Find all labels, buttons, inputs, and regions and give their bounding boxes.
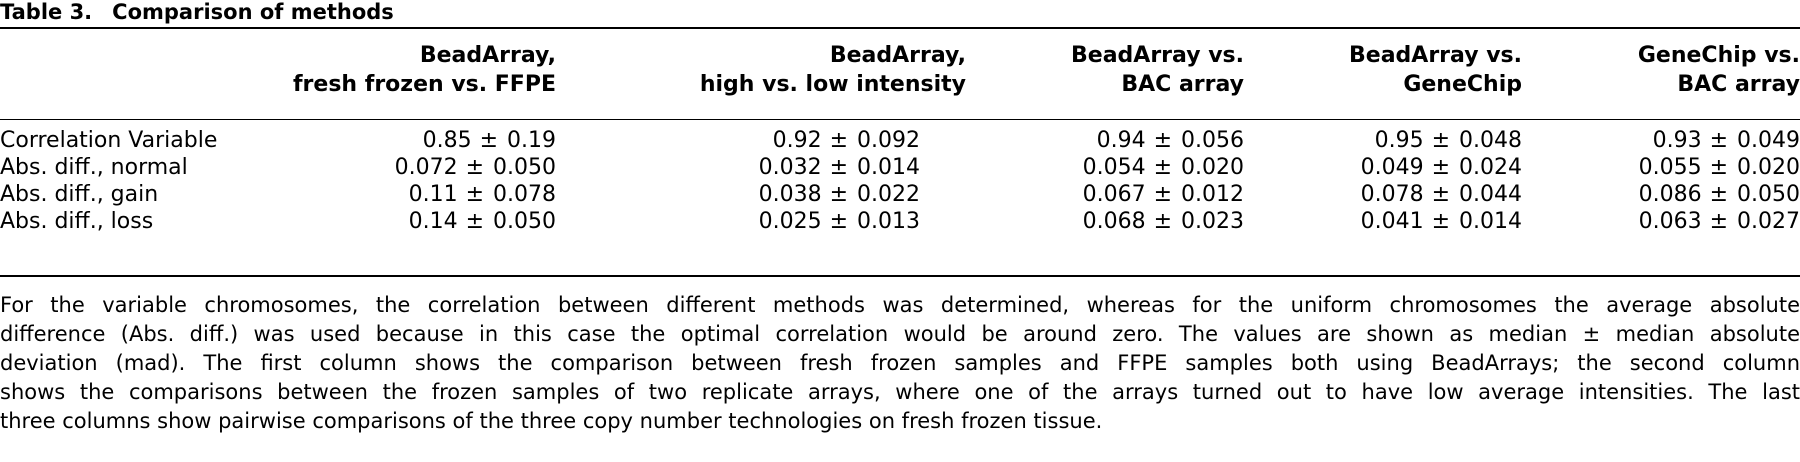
table-top-rule bbox=[0, 27, 1800, 29]
footnote-line-4: shows the comparisons between the frozen… bbox=[0, 380, 1800, 404]
row-label-abs-diff-normal: Abs. diff., normal bbox=[0, 155, 188, 180]
column-header-5: GeneChip vs. BAC array bbox=[1638, 41, 1800, 99]
column-header-1-line1: BeadArray, bbox=[419, 43, 556, 68]
table-cell: 0.067 ±0.012 bbox=[1082, 182, 1244, 207]
table-cell: 0.025 ±0.013 bbox=[758, 209, 920, 234]
table-cell: 0.086 ±0.050 bbox=[1638, 182, 1800, 207]
table-cell: 0.078 ±0.044 bbox=[1360, 182, 1522, 207]
table-cell: 0.93 ±0.049 bbox=[1652, 128, 1800, 153]
table-cell: 0.063 ±0.027 bbox=[1638, 209, 1800, 234]
row-label-abs-diff-gain: Abs. diff., gain bbox=[0, 182, 159, 207]
table-footnote: For the variable chromosomes, the correl… bbox=[0, 291, 1800, 436]
column-header-2-line2: high vs. low intensity bbox=[699, 72, 966, 97]
table-cell: 0.072 ±0.050 bbox=[394, 155, 556, 180]
footnote-line-2: difference (Abs. diff.) was used because… bbox=[0, 322, 1800, 346]
table-cell: 0.068 ±0.023 bbox=[1082, 209, 1244, 234]
table-cell: 0.049 ±0.024 bbox=[1360, 155, 1522, 180]
column-header-3: BeadArray vs. BAC array bbox=[1071, 41, 1244, 99]
table-cell: 0.041 ±0.014 bbox=[1360, 209, 1522, 234]
table-cell: 0.92 ±0.092 bbox=[772, 128, 920, 153]
table-caption: Table 3. Comparison of methods bbox=[0, 0, 394, 24]
column-header-3-line1: BeadArray vs. bbox=[1071, 43, 1244, 68]
table-caption-title: Comparison of methods bbox=[112, 0, 394, 24]
table-cell: 0.85 ±0.19 bbox=[422, 128, 556, 153]
column-header-2-line1: BeadArray, bbox=[829, 43, 966, 68]
row-label-abs-diff-loss: Abs. diff., loss bbox=[0, 209, 154, 234]
table-cell: 0.054 ±0.020 bbox=[1082, 155, 1244, 180]
column-header-3-line2: BAC array bbox=[1121, 72, 1244, 97]
column-header-4-line1: BeadArray vs. bbox=[1349, 43, 1522, 68]
table-cell: 0.032 ±0.014 bbox=[758, 155, 920, 180]
column-header-1: BeadArray, fresh frozen vs. FFPE bbox=[293, 41, 556, 99]
table-cell: 0.038 ±0.022 bbox=[758, 182, 920, 207]
table-cell: 0.11 ±0.078 bbox=[408, 182, 556, 207]
footnote-line-5: three columns show pairwise comparisons … bbox=[0, 409, 1103, 433]
column-header-4: BeadArray vs. GeneChip bbox=[1349, 41, 1522, 99]
column-header-1-line2: fresh frozen vs. FFPE bbox=[292, 72, 556, 97]
table-header-rule bbox=[0, 119, 1800, 120]
column-header-4-line2: GeneChip bbox=[1403, 72, 1522, 97]
row-label-correlation-variable: Correlation Variable bbox=[0, 128, 218, 153]
table-cell: 0.94 ±0.056 bbox=[1096, 128, 1244, 153]
column-header-2: BeadArray, high vs. low intensity bbox=[700, 41, 966, 99]
table-caption-label: Table 3. bbox=[0, 0, 93, 24]
table-cell: 0.055 ±0.020 bbox=[1638, 155, 1800, 180]
table-cell: 0.14 ±0.050 bbox=[408, 209, 556, 234]
footnote-line-1: For the variable chromosomes, the correl… bbox=[0, 293, 1800, 317]
footnote-line-3: deviation (mad). The first column shows … bbox=[0, 351, 1800, 375]
table-cell: 0.95 ±0.048 bbox=[1374, 128, 1522, 153]
table-bottom-rule bbox=[0, 275, 1800, 277]
column-header-5-line1: GeneChip vs. bbox=[1637, 43, 1800, 68]
column-header-5-line2: BAC array bbox=[1677, 72, 1800, 97]
